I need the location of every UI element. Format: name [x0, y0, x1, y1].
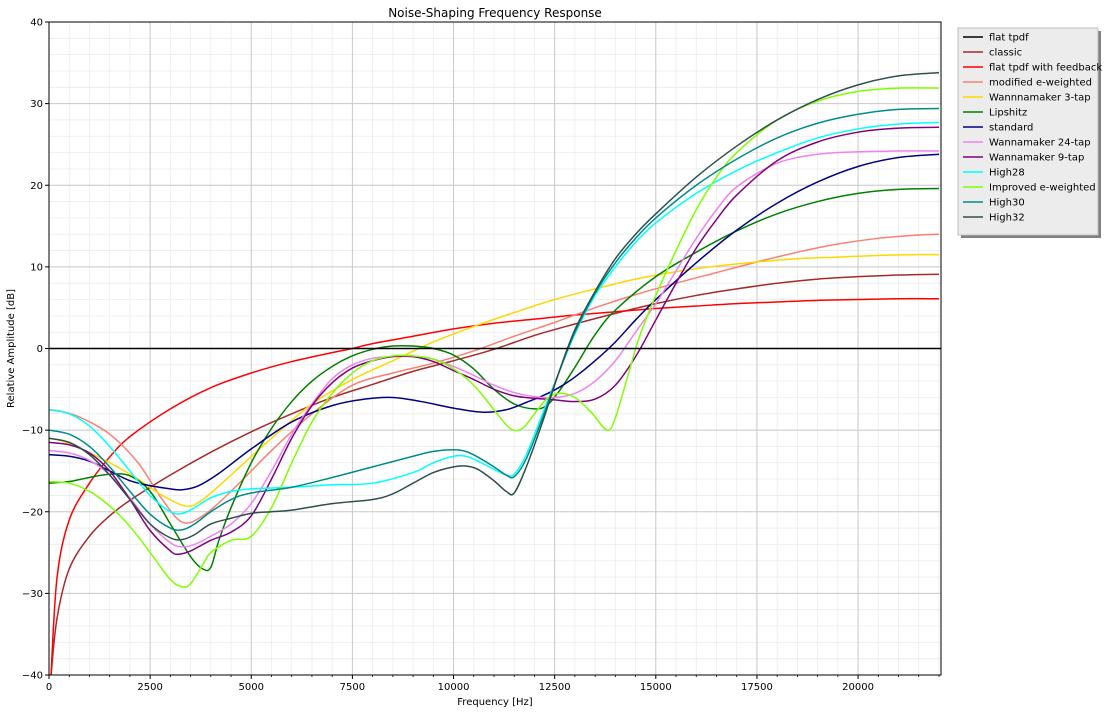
axis-ticks: 0 2500 5000 7500 10000 12500 15000 17500 20000 −4…	[22, 18, 940, 693]
legend-label: Wannamaker 24-tap	[989, 138, 1091, 149]
y-tick-label: 30	[30, 99, 43, 110]
legend-label: High30	[989, 198, 1025, 209]
legend-box	[957, 27, 1099, 236]
x-tick-label: 7500	[340, 682, 365, 693]
chart-title: Noise-Shaping Frequency Response	[388, 6, 602, 20]
x-tick-label: 0	[46, 682, 52, 693]
series-line-lipshitz	[49, 187, 939, 572]
x-tick-label: 12500	[539, 682, 571, 693]
y-tick-label: 0	[37, 344, 43, 355]
series-line-improved-e-weighted	[49, 87, 939, 588]
y-tick-label: 10	[30, 262, 43, 273]
x-tick-label: 17500	[741, 682, 773, 693]
legend-label: flat tpdf with feedback	[989, 63, 1102, 74]
x-axis-label: Frequency [Hz]	[457, 697, 533, 708]
series-line-flat-tpdf-with-feedback	[50, 297, 939, 675]
legend: flat tpdf classic flat tpdf with feedback m…	[957, 27, 1102, 238]
series-line-classic	[50, 273, 939, 675]
y-tick-label: −40	[22, 671, 43, 682]
series-line-wannamaker-9-tap	[49, 126, 939, 555]
x-tick-label: 5000	[239, 682, 264, 693]
legend-label: High28	[989, 168, 1025, 179]
series-line-high28	[49, 121, 940, 515]
y-axis-label: Relative Amplitude [dB]	[6, 289, 17, 408]
y-tick-label: −30	[22, 589, 43, 600]
series-line-high30	[49, 107, 939, 531]
legend-label: High32	[989, 213, 1025, 224]
legend-label: classic	[989, 48, 1022, 59]
legend-label: Lipshitz	[989, 108, 1027, 119]
x-tick-label: 2500	[137, 682, 162, 693]
legend-label: standard	[989, 123, 1033, 134]
y-tick-label: 40	[30, 18, 43, 29]
y-tick-label: −10	[22, 426, 43, 437]
y-tick-label: −20	[22, 507, 43, 518]
series-line-standard	[49, 153, 940, 491]
x-tick-label: 20000	[842, 682, 874, 693]
legend-label: Wannnamaker 3-tap	[989, 93, 1091, 104]
x-tick-label: 15000	[640, 682, 672, 693]
y-tick-label: 20	[30, 181, 43, 192]
legend-label: flat tpdf	[989, 33, 1029, 44]
legend-label: Wannamaker 9-tap	[989, 153, 1084, 164]
series-layer	[49, 71, 941, 675]
series-line-high32	[49, 71, 940, 541]
legend-label: Improved e-weighted	[989, 183, 1096, 194]
x-tick-label: 10000	[438, 682, 470, 693]
series-line-modified-e-weighted	[49, 233, 940, 524]
legend-label: modified e-weighted	[989, 78, 1092, 89]
